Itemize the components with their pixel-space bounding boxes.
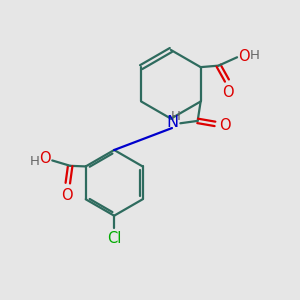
Text: H: H	[29, 154, 39, 167]
Text: O: O	[61, 188, 72, 202]
Text: O: O	[222, 85, 234, 100]
Text: N: N	[166, 115, 178, 130]
Text: O: O	[219, 118, 231, 133]
Text: O: O	[39, 151, 50, 166]
Text: H: H	[250, 49, 260, 62]
Text: O: O	[238, 49, 250, 64]
Text: Cl: Cl	[107, 231, 122, 246]
Text: H: H	[171, 110, 181, 123]
